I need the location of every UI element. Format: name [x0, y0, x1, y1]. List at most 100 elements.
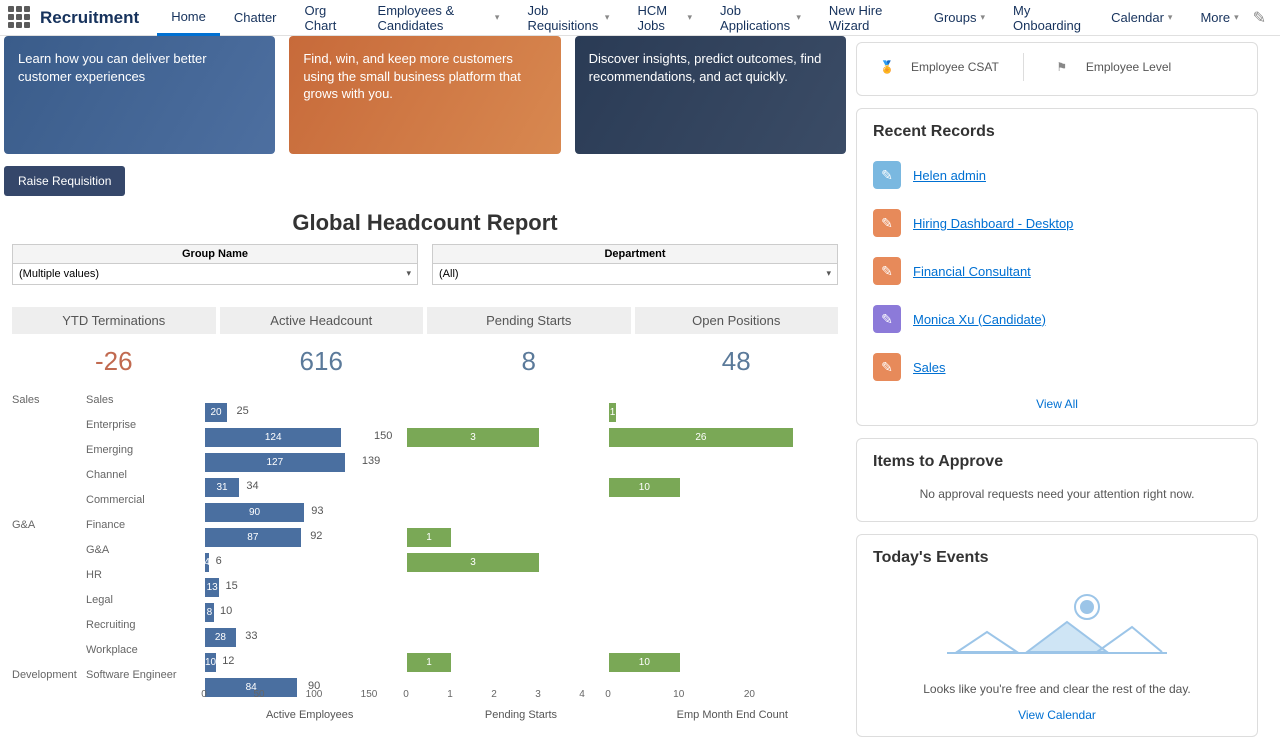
- subgroup-label: G&A: [84, 544, 204, 556]
- recent-record-item[interactable]: ✎ Sales: [873, 343, 1241, 391]
- nav-item-my-onboarding[interactable]: My Onboarding: [999, 0, 1097, 36]
- hero-card[interactable]: Discover insights, predict outcomes, fin…: [575, 36, 846, 154]
- nav-item-groups[interactable]: Groups▾: [920, 0, 999, 36]
- subgroup-label: Workplace: [84, 644, 204, 656]
- open-bar[interactable]: 26: [609, 428, 793, 447]
- hero-cards: Learn how you can deliver better custome…: [4, 36, 846, 154]
- badge-csat[interactable]: 🏅 Employee CSAT: [873, 53, 999, 81]
- recent-record-item[interactable]: ✎Hiring Dashboard - Desktop: [873, 199, 1241, 247]
- metric-label: Active Headcount: [220, 307, 424, 334]
- metric-value: 48: [635, 346, 839, 377]
- subgroup-label: Sales: [84, 394, 204, 406]
- record-link[interactable]: Monica Xu (Candidate): [913, 312, 1046, 327]
- metric-card[interactable]: YTD Terminations-26: [12, 307, 216, 377]
- subgroup-label: Commercial: [84, 494, 204, 506]
- metric-label: Pending Starts: [427, 307, 631, 334]
- recent-record-item[interactable]: ✎ Monica Xu (Candidate): [873, 295, 1241, 343]
- metric-value: -26: [12, 346, 216, 377]
- active-bar[interactable]: 28: [205, 628, 236, 647]
- nav-item-org-chart[interactable]: Org Chart: [291, 0, 364, 36]
- hero-card[interactable]: Learn how you can deliver better custome…: [4, 36, 275, 154]
- axis-tick: 1: [447, 689, 453, 700]
- record-link[interactable]: Helen admin: [913, 168, 986, 183]
- nav-item-chatter[interactable]: Chatter: [220, 0, 291, 36]
- open-bar[interactable]: 10: [609, 478, 680, 497]
- items-to-approve-panel: Items to Approve No approval requests ne…: [856, 438, 1258, 522]
- group-label: Development: [12, 669, 84, 681]
- filter-dept-select[interactable]: (All): [432, 264, 838, 285]
- pending-bar[interactable]: 1: [407, 653, 451, 672]
- active-bar[interactable]: 90: [205, 503, 304, 522]
- nav-item-job-applications[interactable]: Job Applications▾: [706, 0, 815, 36]
- active-bar[interactable]: 8: [205, 603, 214, 622]
- badge-level[interactable]: ⚑ Employee Level: [1048, 53, 1171, 81]
- chart-row: SalesSales20251: [12, 387, 838, 412]
- subgroup-label: Enterprise: [84, 419, 204, 431]
- active-total-label: 15: [226, 580, 238, 592]
- active-bar[interactable]: 31: [205, 478, 239, 497]
- edit-nav-icon[interactable]: ✎: [1253, 8, 1266, 28]
- metric-card[interactable]: Open Positions48: [635, 307, 839, 377]
- record-link[interactable]: Hiring Dashboard - Desktop: [913, 216, 1073, 231]
- axis-tick: 3: [535, 689, 541, 700]
- subgroup-label: Software Engineer: [84, 669, 204, 681]
- nav-item-more[interactable]: More▾: [1186, 0, 1252, 36]
- subgroup-label: Recruiting: [84, 619, 204, 631]
- active-bar[interactable]: 127: [205, 453, 345, 472]
- chevron-down-icon: ▾: [605, 12, 610, 23]
- hero-card[interactable]: Find, win, and keep more customers using…: [289, 36, 560, 154]
- chart-row: Enterprise124150326: [12, 412, 838, 437]
- nav-item-new-hire-wizard[interactable]: New Hire Wizard: [815, 0, 920, 36]
- active-bar[interactable]: 10: [205, 653, 216, 672]
- ribbon-icon: 🏅: [873, 53, 901, 81]
- active-total-label: 33: [245, 630, 257, 642]
- chart-row: Commercial9093: [12, 487, 838, 512]
- metric-value: 8: [427, 346, 631, 377]
- active-bar[interactable]: 20: [205, 403, 227, 422]
- axis-tick: 0: [201, 689, 207, 700]
- events-empty-text: Looks like you're free and clear the res…: [873, 676, 1241, 702]
- hero-card-text: Learn how you can deliver better custome…: [18, 51, 207, 84]
- recent-title: Recent Records: [873, 123, 1241, 141]
- recent-view-all-link[interactable]: View All: [873, 397, 1241, 411]
- record-icon: ✎: [873, 305, 901, 333]
- nav-item-calendar[interactable]: Calendar▾: [1097, 0, 1186, 36]
- events-title: Today's Events: [873, 549, 1241, 567]
- recent-record-item[interactable]: ✎Financial Consultant: [873, 247, 1241, 295]
- record-link[interactable]: Financial Consultant: [913, 264, 1031, 279]
- open-bar[interactable]: 10: [609, 653, 680, 672]
- chevron-down-icon: ▾: [980, 12, 985, 23]
- subgroup-label: Finance: [84, 519, 204, 531]
- nav-item-employees-candidates[interactable]: Employees & Candidates▾: [364, 0, 514, 36]
- chevron-down-icon: ▾: [495, 12, 500, 23]
- active-total-label: 92: [310, 530, 322, 542]
- active-total-label: 34: [246, 480, 258, 492]
- chart-row: Recruiting2833: [12, 612, 838, 637]
- active-bar[interactable]: 124: [205, 428, 341, 447]
- metric-card[interactable]: Pending Starts 8: [427, 307, 631, 377]
- app-launcher-icon[interactable]: [8, 6, 30, 30]
- recent-record-item[interactable]: ✎Helen admin: [873, 151, 1241, 199]
- active-bar[interactable]: 87: [205, 528, 301, 547]
- active-total-label: 10: [220, 605, 232, 617]
- open-bar[interactable]: 1: [609, 403, 616, 422]
- pending-bar[interactable]: 3: [407, 428, 539, 447]
- axis-tick: 10: [673, 689, 684, 700]
- group-label: G&A: [12, 519, 84, 531]
- flag-icon: ⚑: [1048, 53, 1076, 81]
- record-link[interactable]: Sales: [913, 360, 946, 375]
- axis-title: Pending Starts: [415, 709, 626, 721]
- nav-item-job-requisitions[interactable]: Job Requisitions▾: [513, 0, 623, 36]
- nav-item-hcm-jobs[interactable]: HCM Jobs▾: [623, 0, 706, 36]
- nav-item-home[interactable]: Home: [157, 0, 220, 36]
- filter-group-select[interactable]: (Multiple values): [12, 264, 418, 285]
- raise-requisition-button[interactable]: Raise Requisition: [4, 166, 125, 196]
- metric-card[interactable]: Active Headcount616: [220, 307, 424, 377]
- record-icon: ✎: [873, 353, 901, 381]
- active-bar[interactable]: 4: [205, 553, 209, 572]
- active-bar[interactable]: 13: [205, 578, 219, 597]
- pending-bar[interactable]: 1: [407, 528, 451, 547]
- hero-card-text: Discover insights, predict outcomes, fin…: [589, 51, 822, 84]
- chart-row: Legal810: [12, 587, 838, 612]
- pending-bar[interactable]: 3: [407, 553, 539, 572]
